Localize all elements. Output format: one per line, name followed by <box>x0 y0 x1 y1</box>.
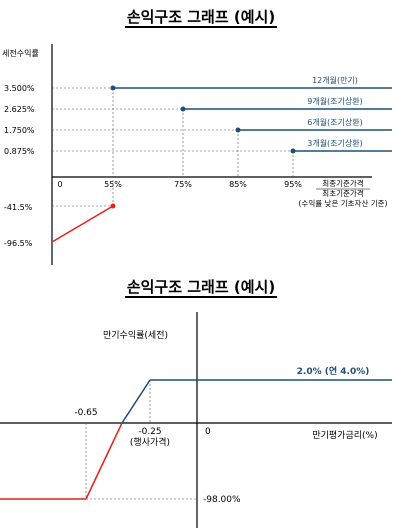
chart1-point <box>180 106 186 112</box>
chart1-loss-line <box>51 205 114 243</box>
chart1-loss-point <box>110 203 116 209</box>
chart1-point <box>235 127 241 133</box>
chart1-ytick: 3.500% <box>4 84 35 93</box>
chart1-xlabel-line2: 최초기준가격 <box>322 188 363 198</box>
chart1-point <box>290 148 296 154</box>
chart1-xtick: 0 <box>57 180 62 189</box>
chart2-xtick: -0.65 <box>74 408 97 418</box>
chart2-title: 손익구조 그래프 (예시) <box>124 278 278 298</box>
chart2-cap-label: 2.0% (연 4.0%) <box>297 366 370 377</box>
chart2-loss-slope <box>85 422 123 500</box>
chart2-floor-label: -98.00% <box>203 495 241 505</box>
chart1-step-label: 6개월(조기상환) <box>307 117 363 127</box>
chart1-ytick: 0.875% <box>4 147 35 156</box>
chart2-ylabel: 만기수익률(세전) <box>103 329 168 341</box>
chart2-xtick: 0 <box>205 427 211 437</box>
chart1-ytick: -41.5% <box>4 203 33 212</box>
chart1-ylabel: 세전수익률 <box>2 48 39 58</box>
chart1-ytick: -96.5% <box>4 239 33 248</box>
chart1-xtick: 95% <box>284 180 302 189</box>
chart1-step-label: 12개월(만기) <box>312 75 358 85</box>
chart1-xtick: 75% <box>174 180 192 189</box>
chart2: 만기수익률(세전) 2.0% (연 4.0%) -0.65 -0.25 (행사가… <box>0 312 392 528</box>
chart1-ytick: 1.750% <box>4 126 35 135</box>
chart1-xtick: 85% <box>229 180 247 189</box>
chart2-strike-label: (행사가격) <box>130 436 170 448</box>
chart1-xlabel-line3: (수익률 낮은 기초자산 기준) <box>299 198 388 208</box>
chart1-xlabel-line1: 최종기준가격 <box>322 178 363 188</box>
chart1: 세전수익률 3.500% 2.625% 1.750% 0.875% -41.5%… <box>2 44 392 265</box>
chart1-point <box>110 85 116 91</box>
chart2-xlabel: 만기평가금리(%) <box>312 430 377 441</box>
chart1-step-label: 9개월(조기상환) <box>307 96 363 106</box>
chart1-guides <box>52 87 294 207</box>
chart2-gain-slope <box>121 379 151 424</box>
chart2-guides <box>85 379 197 500</box>
chart1-ytick: 2.625% <box>4 105 35 114</box>
chart2-xtick: -0.25 <box>138 427 161 437</box>
chart1-step-label: 3개월(조기상환) <box>307 138 363 148</box>
chart1-title: 손익구조 그래프 (예시) <box>124 8 278 28</box>
